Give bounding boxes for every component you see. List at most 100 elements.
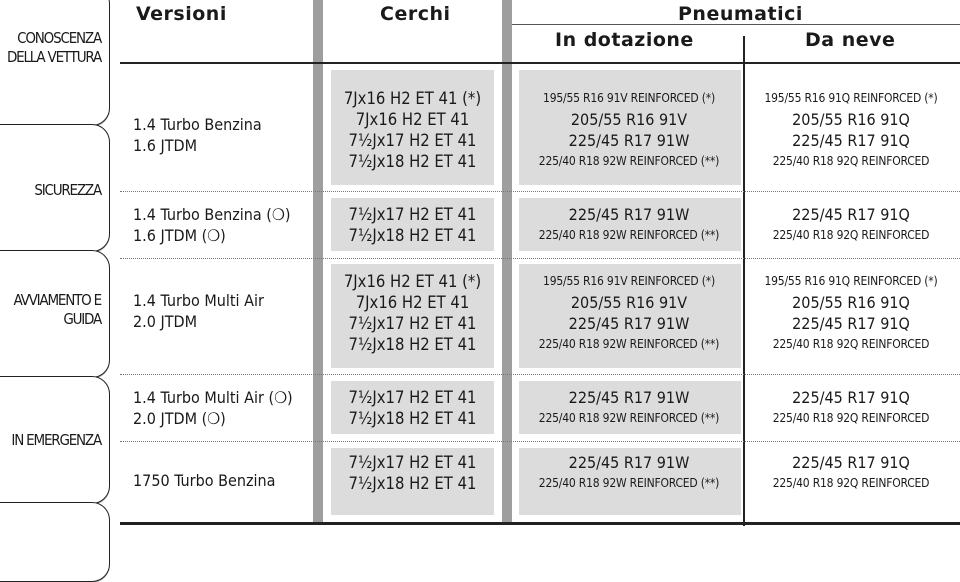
pneumatico-neve-text: 225/40 R18 92Q REINFORCED (772, 411, 930, 425)
cerchi-cell: 7½Jx17 H2 ET 41 7½Jx18 H2 ET 41 (331, 387, 494, 429)
pneumatico-text: 205/55 R16 91V (570, 293, 688, 312)
pneumatico-neve-text: 195/55 R16 91Q REINFORCED (*) (764, 91, 938, 105)
cell-bg (331, 198, 494, 251)
pneumatico-text: 195/55 R16 91V REINFORCED (*) (543, 91, 715, 105)
pneumatico-neve-text: 225/40 R18 92Q REINFORCED (772, 154, 930, 168)
sidebar-tab-conoscenza[interactable]: CONOSCENZA DELLA VETTURA (0, 0, 110, 126)
pneumatico-text: 225/45 R17 91W (568, 131, 690, 150)
pneumatico-text: 225/45 R17 91W (568, 453, 690, 472)
sidebar-tab-next[interactable] (0, 502, 110, 582)
column-separator (502, 0, 512, 524)
pneumatico-neve-text: 225/45 R17 91Q (792, 131, 910, 150)
header-da-neve: Da neve (805, 29, 896, 51)
row-separator (120, 258, 960, 259)
versioni-cell: 1.4 Turbo Benzina (❍) 1.6 JTDM (❍) (133, 204, 290, 246)
cerchio-text: 7Jx16 H2 ET 41 (355, 110, 470, 129)
versioni-cell: 1.4 Turbo Multi Air (❍) 2.0 JTDM (❍) (133, 387, 293, 429)
pneumatico-text: 225/40 R18 92W REINFORCED (**) (538, 476, 720, 490)
cerchio-text: 7½Jx17 H2 ET 41 (348, 453, 477, 472)
cerchio-text: 7½Jx17 H2 ET 41 (348, 131, 477, 150)
dotazione-cell: 195/55 R16 91V REINFORCED (*) 205/55 R16… (515, 271, 743, 355)
cerchio-text: 7½Jx18 H2 ET 41 (348, 474, 477, 493)
dotazione-cell: 225/45 R17 91W 225/40 R18 92W REINFORCED… (515, 452, 743, 494)
versione-text: 1.4 Turbo Benzina (133, 115, 262, 134)
versione-text: 2.0 JTDM (133, 312, 197, 331)
versioni-cell: 1750 Turbo Benzina (133, 470, 275, 491)
cell-bg (519, 381, 741, 434)
header-pneumatici: Pneumatici (678, 3, 803, 25)
pneumatico-text: 225/45 R17 91W (568, 388, 690, 407)
header-in-dotazione: In dotazione (555, 29, 694, 51)
cerchio-text: 7Jx16 H2 ET 41 (*) (343, 272, 482, 291)
neve-cell: 225/45 R17 91Q 225/40 R18 92Q REINFORCED (745, 452, 957, 494)
pneumatico-neve-text: 205/55 R16 91Q (792, 293, 910, 312)
cell-bg (519, 264, 741, 368)
versione-text: 1.6 JTDM (❍) (133, 226, 226, 245)
cerchio-text: 7½Jx17 H2 ET 41 (348, 314, 477, 333)
cell-bg (331, 70, 494, 185)
pneumatico-neve-text: 225/45 R17 91Q (792, 388, 910, 407)
pneumatico-text: 225/40 R18 92W REINFORCED (**) (538, 228, 720, 242)
pneumatico-text: 225/40 R18 92W REINFORCED (**) (538, 154, 720, 168)
cerchio-text: 7½Jx18 H2 ET 41 (348, 409, 477, 428)
versione-text: 2.0 JTDM (❍) (133, 409, 226, 428)
column-separator (313, 0, 323, 524)
cell-bg (331, 264, 494, 368)
sidebar-tab-label: IN EMERGENZA (11, 431, 102, 449)
cerchio-text: 7½Jx18 H2 ET 41 (348, 226, 477, 245)
pneumatico-neve-text: 225/40 R18 92Q REINFORCED (772, 228, 930, 242)
neve-cell: 225/45 R17 91Q 225/40 R18 92Q REINFORCED (745, 204, 957, 246)
neve-cell: 195/55 R16 91Q REINFORCED (*) 205/55 R16… (745, 88, 957, 172)
tire-column-divider (743, 36, 745, 526)
sidebar-tab-label: CONOSCENZA DELLA VETTURA (6, 29, 102, 66)
row-separator (120, 441, 960, 442)
table-bottom-rule (120, 522, 960, 525)
pneumatico-text: 225/40 R18 92W REINFORCED (**) (538, 337, 720, 351)
cell-bg (331, 448, 494, 515)
pneumatico-neve-text: 225/45 R17 91Q (792, 205, 910, 224)
cerchi-cell: 7Jx16 H2 ET 41 (*) 7Jx16 H2 ET 41 7½Jx17… (331, 271, 494, 355)
header-cerchi: Cerchi (380, 3, 451, 25)
cerchio-text: 7½Jx17 H2 ET 41 (348, 388, 477, 407)
header-versioni: Versioni (136, 3, 227, 25)
versione-text: 1750 Turbo Benzina (133, 471, 276, 490)
cerchio-text: 7½Jx18 H2 ET 41 (348, 152, 477, 171)
pneumatico-neve-text: 195/55 R16 91Q REINFORCED (*) (764, 274, 938, 288)
pneumatico-neve-text: 225/40 R18 92Q REINFORCED (772, 337, 930, 351)
versioni-cell: 1.4 Turbo Benzina 1.6 JTDM (133, 114, 262, 156)
sidebar-tab-sicurezza[interactable]: SICUREZZA (0, 124, 110, 252)
row-separator (120, 374, 960, 375)
subheader-rule (512, 24, 960, 25)
row-separator (120, 191, 960, 192)
versioni-cell: 1.4 Turbo Multi Air 2.0 JTDM (133, 290, 264, 332)
dotazione-cell: 225/45 R17 91W 225/40 R18 92W REINFORCED… (515, 204, 743, 246)
pneumatico-neve-text: 225/40 R18 92Q REINFORCED (772, 476, 930, 490)
cell-bg (331, 381, 494, 434)
cerchi-cell: 7½Jx17 H2 ET 41 7½Jx18 H2 ET 41 (331, 452, 494, 494)
sidebar-tab-label: SICUREZZA (34, 181, 102, 199)
pneumatico-neve-text: 225/45 R17 91Q (792, 314, 910, 333)
cell-bg (519, 70, 741, 185)
versione-text: 1.4 Turbo Benzina (❍) (133, 205, 291, 224)
neve-cell: 225/45 R17 91Q 225/40 R18 92Q REINFORCED (745, 387, 957, 429)
cerchio-text: 7½Jx18 H2 ET 41 (348, 335, 477, 354)
pneumatico-text: 225/45 R17 91W (568, 205, 690, 224)
cerchi-cell: 7Jx16 H2 ET 41 (*) 7Jx16 H2 ET 41 7½Jx17… (331, 88, 494, 172)
cerchi-cell: 7½Jx17 H2 ET 41 7½Jx18 H2 ET 41 (331, 204, 494, 246)
cerchio-text: 7½Jx17 H2 ET 41 (348, 205, 477, 224)
pneumatico-neve-text: 225/45 R17 91Q (792, 453, 910, 472)
versione-text: 1.4 Turbo Multi Air (133, 291, 264, 310)
dotazione-cell: 195/55 R16 91V REINFORCED (*) 205/55 R16… (515, 88, 743, 172)
pneumatico-text: 225/45 R17 91W (568, 314, 690, 333)
pneumatico-text: 205/55 R16 91V (570, 110, 688, 129)
cell-bg (519, 448, 741, 515)
header-rule (120, 62, 960, 64)
dotazione-cell: 225/45 R17 91W 225/40 R18 92W REINFORCED… (515, 387, 743, 429)
pneumatico-text: 225/40 R18 92W REINFORCED (**) (538, 411, 720, 425)
sidebar-tab-avviamento[interactable]: AVVIAMENTO E GUIDA (0, 250, 110, 378)
versione-text: 1.6 JTDM (133, 136, 197, 155)
cerchio-text: 7Jx16 H2 ET 41 (355, 293, 470, 312)
sidebar-tab-emergenza[interactable]: IN EMERGENZA (0, 376, 110, 504)
neve-cell: 195/55 R16 91Q REINFORCED (*) 205/55 R16… (745, 271, 957, 355)
pneumatico-neve-text: 205/55 R16 91Q (792, 110, 910, 129)
